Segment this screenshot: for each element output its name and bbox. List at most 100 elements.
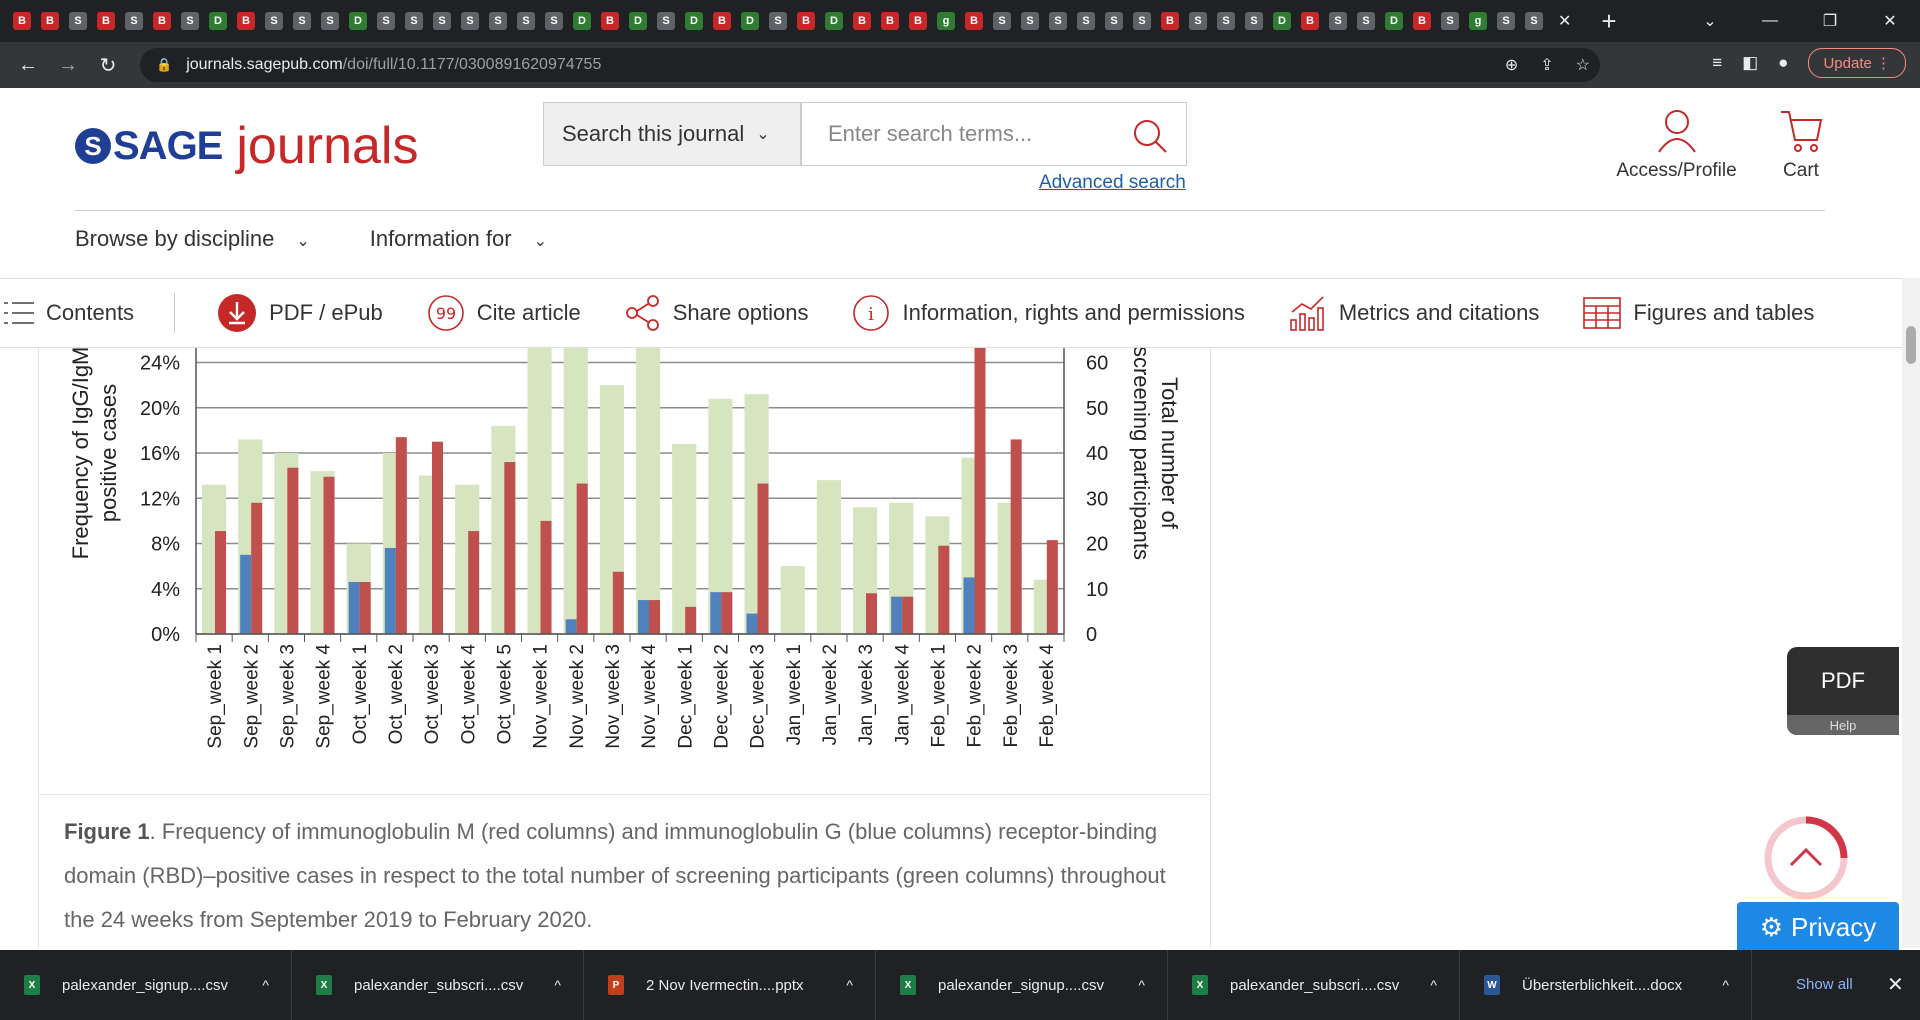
tab-favicon-icon[interactable]: B <box>41 12 59 30</box>
side-panel-icon[interactable]: ◧ <box>1742 53 1759 72</box>
tab-favicon-icon[interactable]: B <box>797 12 815 30</box>
tab-favicon-icon[interactable]: D <box>685 12 703 30</box>
update-button[interactable]: Update ⋮ <box>1808 48 1906 78</box>
profile-icon[interactable]: ● <box>1778 53 1789 72</box>
tab-favicon-icon[interactable]: S <box>433 12 451 30</box>
tab-favicon-icon[interactable]: B <box>13 12 31 30</box>
metrics-citations-button[interactable]: Metrics and citations <box>1289 294 1539 332</box>
tab-favicon-icon[interactable]: S <box>1049 12 1067 30</box>
tab-favicon-icon[interactable]: S <box>1133 12 1151 30</box>
back-button[interactable]: ← <box>18 53 38 76</box>
download-item[interactable]: W Übersterblichkeit....docx ^ <box>1460 950 1752 1020</box>
new-tab-button[interactable]: + <box>1601 6 1617 36</box>
privacy-button[interactable]: ⚙ Privacy <box>1737 902 1899 952</box>
cart-link[interactable]: Cart <box>1776 108 1826 182</box>
tab-favicon-icon[interactable]: S <box>1217 12 1235 30</box>
tab-favicon-icon[interactable]: g <box>937 12 955 30</box>
tab-favicon-icon[interactable]: S <box>1525 12 1543 30</box>
contents-button[interactable]: Contents <box>4 300 134 326</box>
chevron-up-icon[interactable]: ^ <box>1138 977 1145 993</box>
tab-favicon-icon[interactable]: B <box>153 12 171 30</box>
lock-icon[interactable]: 🔒 <box>156 57 173 72</box>
figure-1-chart[interactable]: Sep_week 1 Sep_week 2 Sep_week 3 Sep_week 4… <box>0 348 1200 794</box>
tab-favicon-icon[interactable]: D <box>1273 12 1291 30</box>
nav-information-for[interactable]: Information for ⌄ <box>369 226 547 251</box>
tab-favicon-icon[interactable]: B <box>713 12 731 30</box>
tab-favicon-icon[interactable]: S <box>545 12 563 30</box>
tab-favicon-icon[interactable]: S <box>657 12 675 30</box>
tab-favicon-icon[interactable]: S <box>517 12 535 30</box>
reading-list-icon[interactable]: ≡ <box>1712 53 1723 72</box>
tab-search-icon[interactable]: ⌄ <box>1703 13 1717 30</box>
tab-favicon-icon[interactable]: g <box>1469 12 1487 30</box>
nav-browse-by-discipline[interactable]: Browse by discipline ⌄ <box>75 226 310 251</box>
minimize-button[interactable]: — <box>1762 12 1778 29</box>
restore-button[interactable]: ❐ <box>1822 13 1838 30</box>
chevron-up-icon[interactable]: ^ <box>1722 977 1729 993</box>
tab-favicon-icon[interactable]: S <box>1245 12 1263 30</box>
tab-favicon-icon[interactable]: S <box>265 12 283 30</box>
show-all-downloads-button[interactable]: Show all <box>1796 976 1853 993</box>
zoom-icon[interactable]: ⊕ <box>1504 57 1519 74</box>
tab-favicon-icon[interactable]: S <box>1329 12 1347 30</box>
close-downloads-icon[interactable]: ✕ <box>1887 974 1904 996</box>
chevron-up-icon[interactable]: ^ <box>846 977 853 993</box>
tab-favicon-icon[interactable]: S <box>125 12 143 30</box>
tab-favicon-icon[interactable]: S <box>1441 12 1459 30</box>
tab-favicon-icon[interactable]: S <box>1189 12 1207 30</box>
search-scope-dropdown[interactable]: Search this journal ⌄ <box>543 102 801 166</box>
tab-favicon-icon[interactable]: B <box>1161 12 1179 30</box>
tab-favicon-icon[interactable]: D <box>573 12 591 30</box>
tab-favicon-icon[interactable]: S <box>489 12 507 30</box>
tab-favicon-icon[interactable]: B <box>1301 12 1319 30</box>
chevron-up-icon[interactable]: ^ <box>1430 977 1437 993</box>
scroll-to-top-button[interactable] <box>1763 815 1849 901</box>
tab-favicon-icon[interactable]: B <box>965 12 983 30</box>
tab-favicon-icon[interactable]: S <box>461 12 479 30</box>
access-profile-link[interactable]: Access/Profile <box>1614 108 1739 182</box>
tab-favicon-icon[interactable]: S <box>1357 12 1375 30</box>
reload-button[interactable]: ↻ <box>99 54 117 77</box>
help-widget-label[interactable]: Help <box>1787 715 1899 735</box>
tab-favicon-icon[interactable]: S <box>993 12 1011 30</box>
tab-favicon-icon[interactable]: D <box>1385 12 1403 30</box>
forward-button[interactable]: → <box>58 53 78 76</box>
search-input[interactable] <box>801 102 1187 166</box>
tab-favicon-icon[interactable]: D <box>825 12 843 30</box>
tab-favicon-icon[interactable]: B <box>237 12 255 30</box>
share-icon[interactable]: ⇪ <box>1540 57 1554 74</box>
tab-favicon-icon[interactable]: B <box>909 12 927 30</box>
tab-favicon-icon[interactable]: S <box>321 12 339 30</box>
cite-article-button[interactable]: 99 Cite article <box>427 294 581 332</box>
chevron-up-icon[interactable]: ^ <box>262 977 269 993</box>
tab-favicon-icon[interactable]: B <box>853 12 871 30</box>
advanced-search-link[interactable]: Advanced search <box>1039 172 1186 193</box>
tab-favicon-icon[interactable]: S <box>1105 12 1123 30</box>
tab-favicon-icon[interactable]: S <box>181 12 199 30</box>
pdf-help-widget[interactable]: PDF Help <box>1787 647 1899 735</box>
tab-favicon-icon[interactable]: S <box>405 12 423 30</box>
tab-favicon-icon[interactable]: S <box>69 12 87 30</box>
tab-favicon-icon[interactable]: S <box>1077 12 1095 30</box>
tab-favicon-icon[interactable]: S <box>769 12 787 30</box>
tab-favicon-icon[interactable]: D <box>741 12 759 30</box>
tab-favicon-icon[interactable]: S <box>293 12 311 30</box>
download-item[interactable]: P 2 Nov Ivermectin....pptx ^ <box>584 950 876 1020</box>
tab-close-icon[interactable]: ✕ <box>1558 13 1572 30</box>
sage-journals-logo[interactable]: S SAGE journals <box>75 116 418 176</box>
tab-favicon-icon[interactable]: D <box>349 12 367 30</box>
scrollbar-thumb[interactable] <box>1906 326 1916 364</box>
tab-favicon-icon[interactable]: D <box>629 12 647 30</box>
chevron-up-icon[interactable]: ^ <box>554 977 561 993</box>
bookmark-star-icon[interactable]: ☆ <box>1575 57 1590 74</box>
tab-favicon-icon[interactable]: B <box>881 12 899 30</box>
tab-favicon-icon[interactable]: S <box>1497 12 1515 30</box>
tab-favicon-icon[interactable]: S <box>377 12 395 30</box>
tab-favicon-icon[interactable]: D <box>209 12 227 30</box>
pdf-widget-label[interactable]: PDF <box>1821 668 1865 693</box>
tab-favicon-icon[interactable]: B <box>1413 12 1431 30</box>
figures-tables-button[interactable]: Figures and tables <box>1583 297 1814 329</box>
